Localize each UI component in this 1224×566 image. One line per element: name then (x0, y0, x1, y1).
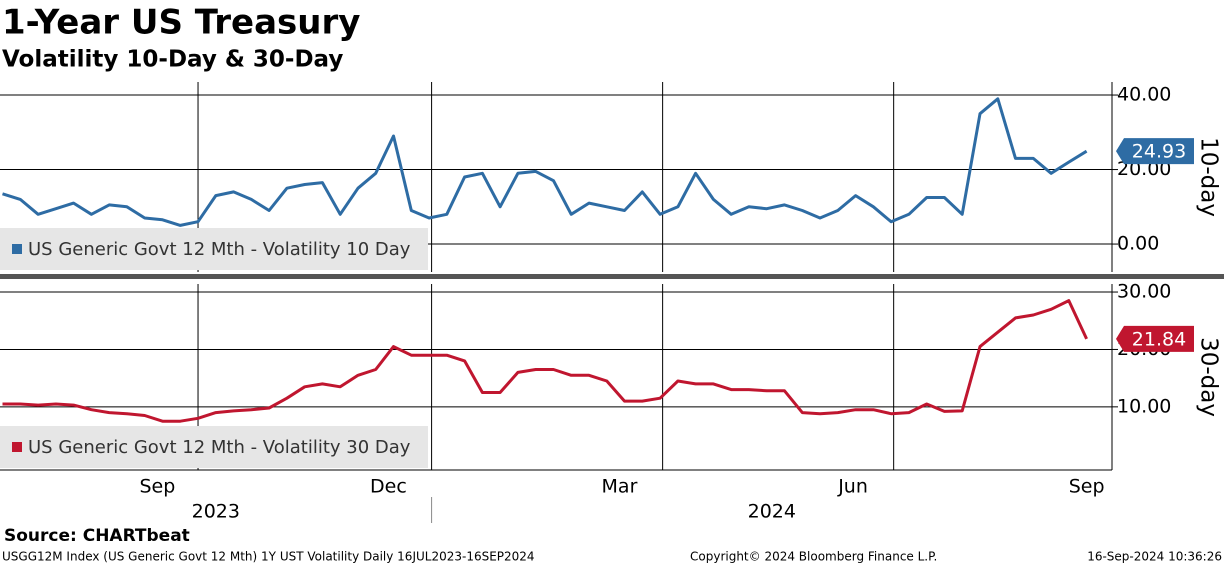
y-tick-label: 40.00 (1117, 84, 1171, 106)
legend-label: US Generic Govt 12 Mth - Volatility 30 D… (28, 437, 411, 458)
legend-swatch (12, 442, 22, 452)
footer-right: 16-Sep-2024 10:36:26 (1087, 550, 1222, 564)
line-series (2, 97, 1088, 227)
chart-title: 1-Year US Treasury (2, 3, 360, 43)
chart-subtitle: Volatility 10-Day & 30-Day (2, 47, 343, 73)
last-value-tag (1116, 138, 1194, 165)
y-tick-label: 10.00 (1117, 395, 1171, 417)
legend-box (0, 426, 428, 468)
y-tick-label: 0.00 (1117, 233, 1159, 255)
y-tick-label: 30.00 (1117, 281, 1171, 303)
legend-box (0, 228, 428, 270)
x-tick-label: Dec (370, 476, 407, 498)
last-value-label: 21.84 (1132, 328, 1186, 350)
last-value-label: 24.93 (1132, 141, 1186, 163)
y-axis-label: 30-day (1196, 337, 1222, 417)
y-axis-label: 10-day (1196, 137, 1222, 217)
footer-center: Copyright© 2024 Bloomberg Finance L.P. (690, 550, 937, 564)
last-value-tag (1116, 325, 1194, 352)
footer-left: USGG12M Index (US Generic Govt 12 Mth) 1… (2, 550, 535, 564)
line-series (2, 299, 1088, 423)
source: Source: CHARTbeat (4, 526, 190, 546)
x-tick-label: Mar (602, 476, 638, 498)
legend-label: US Generic Govt 12 Mth - Volatility 10 D… (28, 239, 411, 260)
x-tick-label: Sep (1069, 476, 1105, 498)
year-label: 2023 (192, 501, 240, 523)
legend-swatch (12, 244, 22, 254)
panel-separator (0, 274, 1224, 279)
x-tick-label: Jun (837, 476, 868, 498)
x-tick-label: Sep (140, 476, 176, 498)
year-label: 2024 (748, 501, 796, 523)
